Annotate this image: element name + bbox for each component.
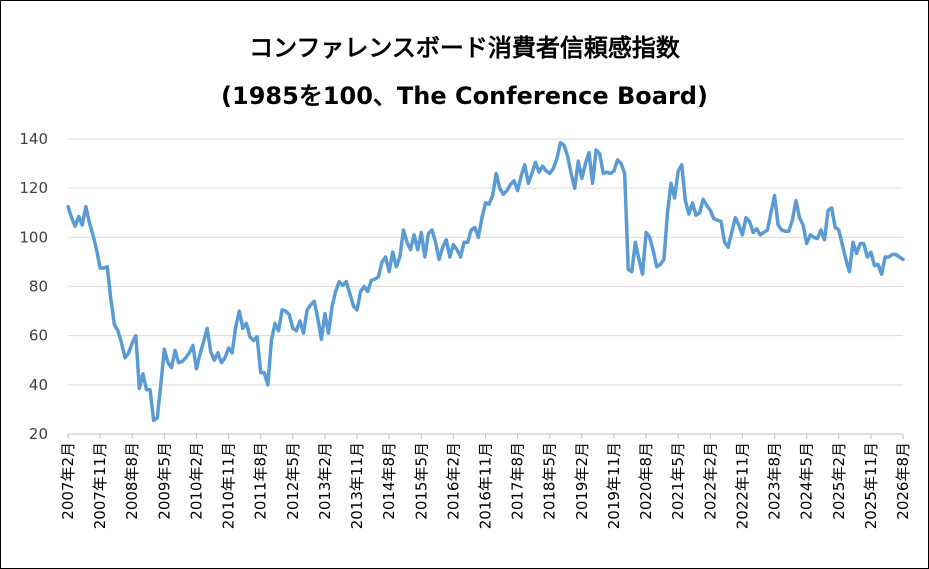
y-tick-label: 80 — [29, 278, 48, 296]
y-tick-label: 120 — [19, 179, 48, 197]
y-axis: 20 40 60 80 100 120 140 — [19, 130, 48, 443]
x-tick-label: 2015年5月 — [412, 442, 430, 520]
x-tick-label: 2013年11月 — [348, 442, 366, 529]
y-tick-label: 40 — [29, 376, 48, 394]
x-tick-label: 2013年2月 — [316, 442, 334, 520]
x-tick-label: 2009年5月 — [155, 442, 173, 520]
x-tick-label: 2008年8月 — [123, 442, 141, 520]
x-tick-label: 2022年2月 — [701, 442, 719, 520]
x-tick-label: 2019年11月 — [605, 442, 623, 529]
x-tick-label: 2025年11月 — [862, 442, 880, 529]
x-tick-label: 2022年11月 — [733, 442, 751, 529]
y-tick-label: 140 — [19, 130, 48, 148]
x-tick-label: 2010年11月 — [220, 442, 238, 529]
chart-title: コンファレンスボード消費者信頼感指数 — [249, 34, 680, 62]
gridlines — [68, 138, 903, 435]
x-tick-label: 2024年5月 — [798, 442, 816, 520]
y-tick-label: 20 — [29, 425, 48, 443]
y-tick-label: 60 — [29, 327, 48, 345]
x-tick-label: 2021年5月 — [669, 442, 687, 520]
x-axis: 2007年2月 2007年11月 2008年8月 2009年5月 2010年2月 2010… — [59, 434, 912, 529]
x-tick-label: 2007年2月 — [59, 442, 77, 520]
series-polyline — [66, 140, 905, 423]
x-tick-label: 2014年8月 — [380, 442, 398, 520]
x-tick-label: 2026年8月 — [894, 442, 912, 520]
x-tick-label: 2010年2月 — [187, 442, 205, 520]
x-tick-label: 2016年2月 — [444, 442, 462, 520]
x-tick-label: 2025年2月 — [830, 442, 848, 520]
x-tick-label: 2011年8月 — [252, 442, 270, 520]
y-tick-label: 100 — [19, 228, 48, 246]
x-tick-label: 2007年11月 — [91, 442, 109, 529]
x-tick-label: 2023年8月 — [766, 442, 784, 520]
series-line — [66, 140, 905, 423]
chart-subtitle: (1985を100、The Conference Board) — [221, 82, 708, 110]
x-tick-label: 2018年5月 — [541, 442, 559, 520]
x-tick-label: 2019年2月 — [573, 442, 591, 520]
x-tick-label: 2017年8月 — [509, 442, 527, 520]
x-tick-label: 2016年11月 — [477, 442, 495, 529]
x-tick-label: 2020年8月 — [637, 442, 655, 520]
x-tick-label: 2012年5月 — [284, 442, 302, 520]
